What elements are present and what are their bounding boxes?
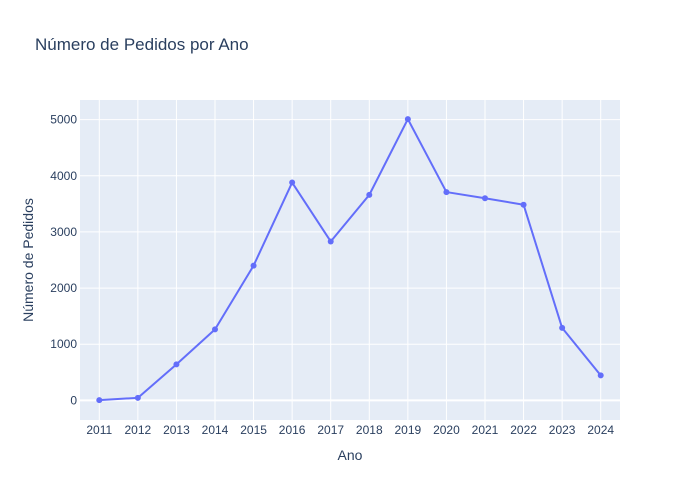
x-tick-label: 2023 [549,423,576,437]
y-gridlines [80,119,620,402]
x-axis-ticks: 2011 2012 2013 2014 2015 2016 2017 2018 2019 2020… [86,423,614,437]
y-axis-title: Número de Pedidos [20,198,36,322]
chart-title: Número de Pedidos por Ano [35,35,249,54]
x-axis-title: Ano [338,447,363,463]
data-point-2023 [559,324,566,331]
x-tick-label: 2018 [356,423,383,437]
x-tick-label: 2020 [433,423,460,437]
series-line [99,118,602,402]
data-point-2024 [597,372,604,379]
data-point-2015 [250,262,257,269]
x-tick-label: 2014 [202,423,229,437]
plot-area [80,100,620,420]
data-point-2018 [366,191,373,198]
series-layer [96,116,604,404]
x-tick-label: 2022 [510,423,537,437]
y-tick-label: 2000 [50,281,77,295]
x-tick-label: 2016 [279,423,306,437]
x-tick-label: 2012 [125,423,152,437]
data-point-2019 [404,116,411,123]
x-tick-label: 2017 [317,423,344,437]
data-point-2013 [173,361,180,368]
data-point-2022 [520,201,527,208]
x-tick-label: 2011 [86,423,112,437]
y-tick-label: 4000 [50,169,77,183]
data-point-2014 [212,326,218,333]
y-tick-label: 0 [70,393,77,407]
x-tick-label: 2015 [240,423,267,437]
y-axis-ticks: 0 1000 2000 3000 4000 5000 [50,113,77,408]
x-tick-label: 2021 [472,423,499,437]
y-tick-label: 5000 [50,113,77,127]
y-tick-label: 1000 [50,337,77,351]
x-tick-label: 2013 [163,423,190,437]
data-point-2017 [327,238,334,245]
y-tick-label: 3000 [50,225,77,239]
data-point-2021 [482,195,488,202]
x-tick-label: 2024 [587,423,614,437]
data-point-2020 [443,189,450,196]
data-point-2011 [96,397,103,404]
x-gridlines [98,100,602,420]
data-point-2012 [134,394,141,401]
data-point-2016 [289,179,296,186]
x-tick-label: 2019 [395,423,422,437]
